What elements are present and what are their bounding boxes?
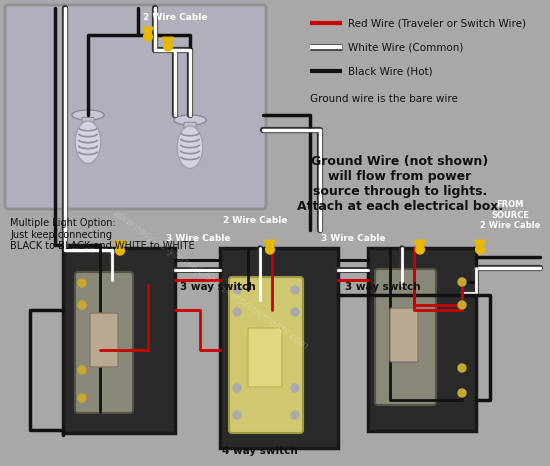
FancyBboxPatch shape: [229, 277, 303, 433]
Circle shape: [78, 366, 86, 374]
Circle shape: [291, 308, 299, 316]
Text: White Wire (Common): White Wire (Common): [348, 42, 463, 52]
Text: 3 Wire Cable: 3 Wire Cable: [166, 234, 230, 243]
Circle shape: [291, 384, 299, 392]
FancyBboxPatch shape: [375, 269, 436, 405]
Text: FROM
SOURCE
2 Wire Cable: FROM SOURCE 2 Wire Cable: [480, 200, 540, 230]
Text: Red Wire (Traveler or Switch Wire): Red Wire (Traveler or Switch Wire): [348, 18, 526, 28]
Text: Ground wire is the bare wire: Ground wire is the bare wire: [310, 94, 458, 104]
Text: 3 way switch: 3 way switch: [345, 282, 421, 292]
Circle shape: [458, 364, 466, 372]
Circle shape: [233, 308, 241, 316]
Circle shape: [266, 245, 274, 254]
Text: 3 way switch: 3 way switch: [180, 282, 256, 292]
Circle shape: [233, 286, 241, 294]
Text: 4 way switch: 4 way switch: [222, 446, 298, 456]
Circle shape: [458, 278, 466, 286]
Polygon shape: [265, 240, 276, 251]
Circle shape: [78, 301, 86, 309]
Circle shape: [291, 286, 299, 294]
Polygon shape: [114, 241, 125, 252]
FancyBboxPatch shape: [82, 117, 94, 130]
Text: 2 Wire Cable: 2 Wire Cable: [223, 216, 287, 225]
FancyBboxPatch shape: [90, 313, 118, 367]
Circle shape: [476, 245, 485, 254]
FancyBboxPatch shape: [248, 328, 282, 387]
FancyBboxPatch shape: [5, 5, 266, 209]
Bar: [220, 248, 338, 448]
Circle shape: [233, 411, 241, 419]
Circle shape: [291, 411, 299, 419]
Ellipse shape: [72, 110, 104, 120]
Text: 2 Wire Cable: 2 Wire Cable: [143, 13, 207, 22]
Text: www.easy-do-yourself-home-improvements.com: www.easy-do-yourself-home-improvements.c…: [110, 208, 310, 352]
Ellipse shape: [174, 115, 206, 125]
Circle shape: [78, 279, 86, 287]
Circle shape: [233, 384, 241, 392]
Polygon shape: [415, 240, 426, 251]
FancyBboxPatch shape: [75, 272, 133, 413]
Polygon shape: [475, 240, 486, 251]
Polygon shape: [162, 37, 173, 48]
Text: Ground Wire (not shown)
will flow from power
source through to lights.
Attach at: Ground Wire (not shown) will flow from p…: [297, 155, 503, 213]
FancyBboxPatch shape: [390, 308, 418, 362]
Circle shape: [78, 394, 86, 402]
Bar: [368, 248, 476, 431]
Ellipse shape: [177, 126, 203, 168]
Ellipse shape: [75, 121, 101, 164]
Circle shape: [116, 246, 124, 255]
Circle shape: [458, 301, 466, 309]
Circle shape: [416, 245, 425, 254]
Bar: [63, 248, 175, 433]
Circle shape: [144, 32, 152, 41]
Circle shape: [163, 42, 172, 51]
Circle shape: [458, 389, 466, 397]
Text: Black Wire (Hot): Black Wire (Hot): [348, 66, 433, 76]
Text: 3 Wire Cable: 3 Wire Cable: [321, 234, 385, 243]
Polygon shape: [142, 27, 153, 38]
Text: Multiple Light Option:
Just keep connecting
BLACK to BLACK and WHITE to WHITE: Multiple Light Option: Just keep connect…: [10, 218, 195, 251]
FancyBboxPatch shape: [184, 123, 196, 135]
